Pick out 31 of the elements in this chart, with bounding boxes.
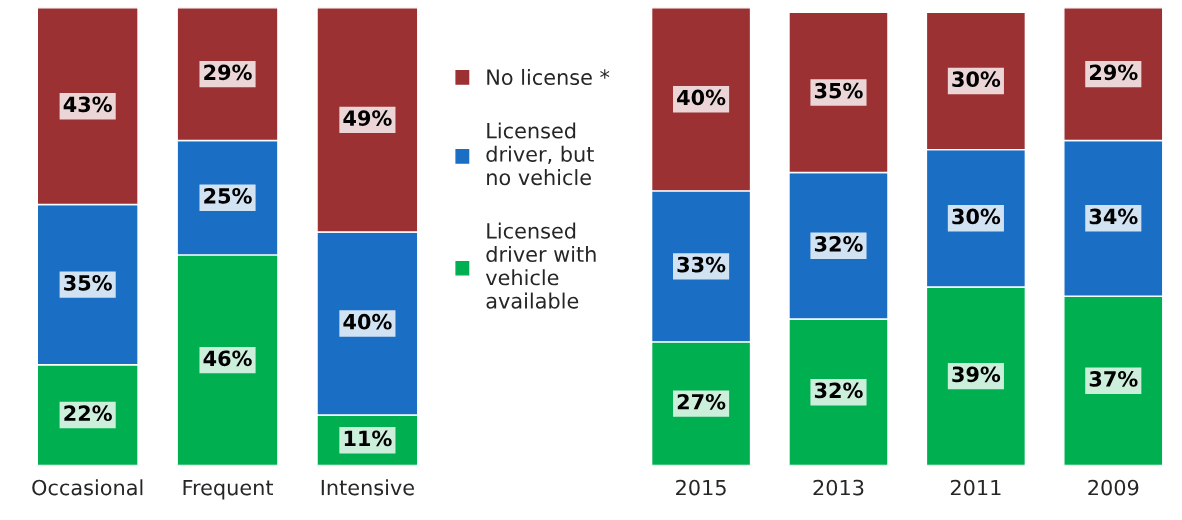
legend-label: Licensed driver, but no vehicle bbox=[486, 122, 594, 186]
data-label: 29% bbox=[1090, 64, 1138, 81]
data-label: 35% bbox=[814, 82, 863, 99]
data-label: 29% bbox=[204, 64, 252, 81]
x-tick-label: Intensive bbox=[321, 479, 414, 496]
legend-label: Licensed driver with vehicle available bbox=[485, 222, 596, 309]
data-label: 32% bbox=[814, 236, 863, 252]
data-label: 30% bbox=[952, 208, 1001, 225]
data-label: 37% bbox=[1089, 371, 1138, 387]
data-label: 49% bbox=[343, 110, 392, 126]
x-tick-label: Frequent bbox=[183, 479, 274, 500]
legend-label: No license * bbox=[487, 68, 610, 86]
x-tick-label: Occasional bbox=[32, 479, 143, 496]
data-label: 27% bbox=[677, 393, 726, 410]
x-tick-label: 2011 bbox=[950, 479, 1001, 496]
data-label: 43% bbox=[63, 96, 112, 113]
data-label: 22% bbox=[64, 405, 112, 422]
x-tick-label: 2009 bbox=[1088, 479, 1139, 496]
data-label: 33% bbox=[677, 256, 726, 273]
data-label: 32% bbox=[814, 382, 863, 399]
data-label: 35% bbox=[64, 274, 112, 291]
data-label: 39% bbox=[952, 366, 1001, 383]
data-label: 30% bbox=[952, 71, 1001, 88]
data-label: 40% bbox=[343, 313, 392, 330]
x-tick-label: 2015 bbox=[676, 479, 726, 496]
data-label: 25% bbox=[204, 187, 252, 204]
data-label: 34% bbox=[1089, 208, 1138, 225]
data-label: 40% bbox=[677, 89, 726, 106]
x-tick-label: 2013 bbox=[813, 479, 864, 496]
data-label: 11% bbox=[344, 430, 392, 447]
data-label: 46% bbox=[203, 350, 252, 367]
